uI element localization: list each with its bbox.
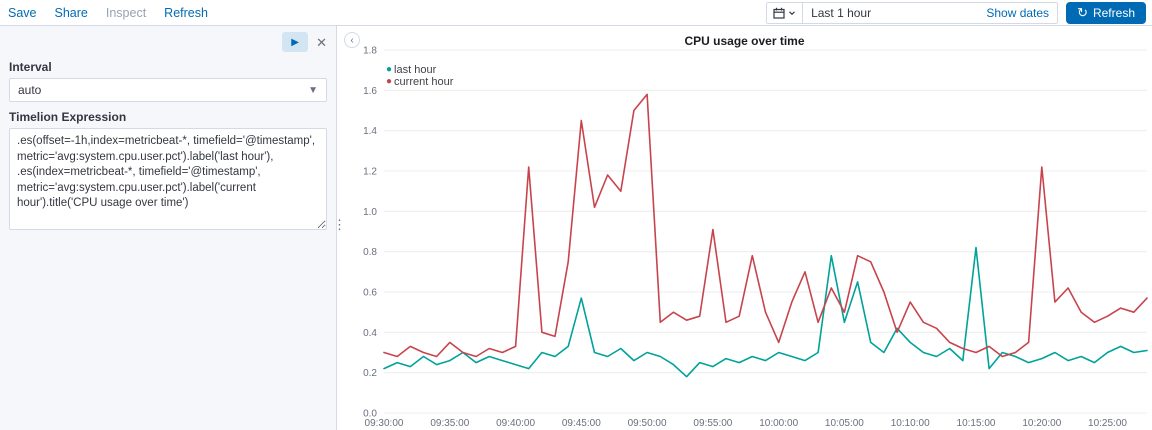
timelion-expression-label: Timelion Expression — [9, 110, 127, 124]
timeseries-chart[interactable]: 0.0 0.2 0.4 0.6 0.8 1.0 1.2 1.4 1.6 1.8 09:30:00 09… — [337, 26, 1152, 430]
legend-item-current-hour[interactable]: ● current hour — [386, 76, 453, 88]
time-picker: Last 1 hour Show dates — [766, 1, 1059, 24]
svg-text:10:15:00: 10:15:00 — [957, 418, 996, 429]
svg-text:1.4: 1.4 — [363, 126, 377, 137]
inspect-button: Inspect — [105, 5, 147, 20]
legend-label: current hour — [394, 76, 454, 88]
svg-text:09:30:00: 09:30:00 — [365, 418, 404, 429]
chart-panel: CPU usage over time ● last hour ● curren… — [337, 26, 1152, 430]
panel-resize-handle[interactable]: ⋮ — [333, 217, 346, 232]
svg-text:1.8: 1.8 — [363, 46, 377, 57]
svg-text:10:20:00: 10:20:00 — [1022, 418, 1061, 429]
svg-text:1.2: 1.2 — [363, 167, 377, 178]
legend-dot: ● — [386, 64, 393, 75]
refresh-button-label: Refresh — [1092, 5, 1135, 20]
svg-text:1.6: 1.6 — [363, 86, 377, 97]
close-icon: ✕ — [316, 34, 327, 50]
svg-text:09:55:00: 09:55:00 — [693, 418, 732, 429]
share-button[interactable]: Share — [54, 5, 88, 20]
calendar-icon — [773, 7, 785, 19]
svg-text:09:50:00: 09:50:00 — [628, 418, 667, 429]
svg-text:10:10:00: 10:10:00 — [891, 418, 930, 429]
svg-text:1.0: 1.0 — [363, 207, 377, 218]
svg-text:10:05:00: 10:05:00 — [825, 418, 864, 429]
top-menu: Save Share Inspect Refresh — [8, 6, 208, 20]
svg-text:0.8: 0.8 — [363, 247, 377, 258]
interval-label: Interval — [9, 60, 52, 74]
collapse-panel-button[interactable]: ‹ — [344, 32, 360, 48]
chevron-down-icon: ▼ — [308, 84, 318, 96]
legend-label: last hour — [394, 64, 437, 76]
legend-item-last-hour[interactable]: ● last hour — [386, 64, 453, 76]
timelion-expression-input[interactable]: .es(offset=-1h,index=metricbeat-*, timef… — [9, 128, 327, 230]
calendar-dropdown-button[interactable] — [767, 2, 804, 23]
svg-text:10:00:00: 10:00:00 — [759, 418, 798, 429]
legend-dot: ● — [386, 76, 393, 87]
run-expression-button[interactable]: ▶ — [282, 32, 309, 52]
refresh-menu-link[interactable]: Refresh — [164, 5, 208, 20]
refresh-icon: ↻ — [1077, 5, 1088, 20]
chart-title: CPU usage over time — [684, 34, 805, 48]
save-button[interactable]: Save — [8, 5, 37, 20]
interval-selected-value: auto — [18, 83, 42, 97]
play-icon: ▶ — [291, 36, 299, 48]
svg-text:0.2: 0.2 — [363, 368, 377, 379]
chevron-down-icon — [789, 10, 795, 15]
expression-editor-panel: ▶ ✕ Interval auto ▼ Timelion Expression … — [0, 26, 337, 430]
svg-text:09:35:00: 09:35:00 — [430, 418, 469, 429]
svg-text:0.4: 0.4 — [363, 328, 377, 339]
interval-select[interactable]: auto ▼ — [9, 78, 327, 102]
svg-text:10:25:00: 10:25:00 — [1088, 418, 1127, 429]
main-area: ▶ ✕ Interval auto ▼ Timelion Expression … — [0, 26, 1152, 430]
svg-text:09:45:00: 09:45:00 — [562, 418, 601, 429]
svg-text:09:40:00: 09:40:00 — [496, 418, 535, 429]
refresh-button[interactable]: ↻ Refresh — [1066, 1, 1146, 24]
close-panel-button[interactable]: ✕ — [316, 36, 327, 49]
panel-actions: ▶ ✕ — [9, 32, 327, 52]
show-dates-link[interactable]: Show dates — [986, 5, 1050, 20]
svg-text:0.0: 0.0 — [363, 409, 377, 420]
top-bar: Save Share Inspect Refresh Last 1 hour S… — [0, 0, 1152, 26]
time-range-value[interactable]: Last 1 hour — [811, 5, 872, 20]
svg-text:0.6: 0.6 — [363, 288, 377, 299]
chart-legend: ● last hour ● current hour — [386, 64, 453, 88]
